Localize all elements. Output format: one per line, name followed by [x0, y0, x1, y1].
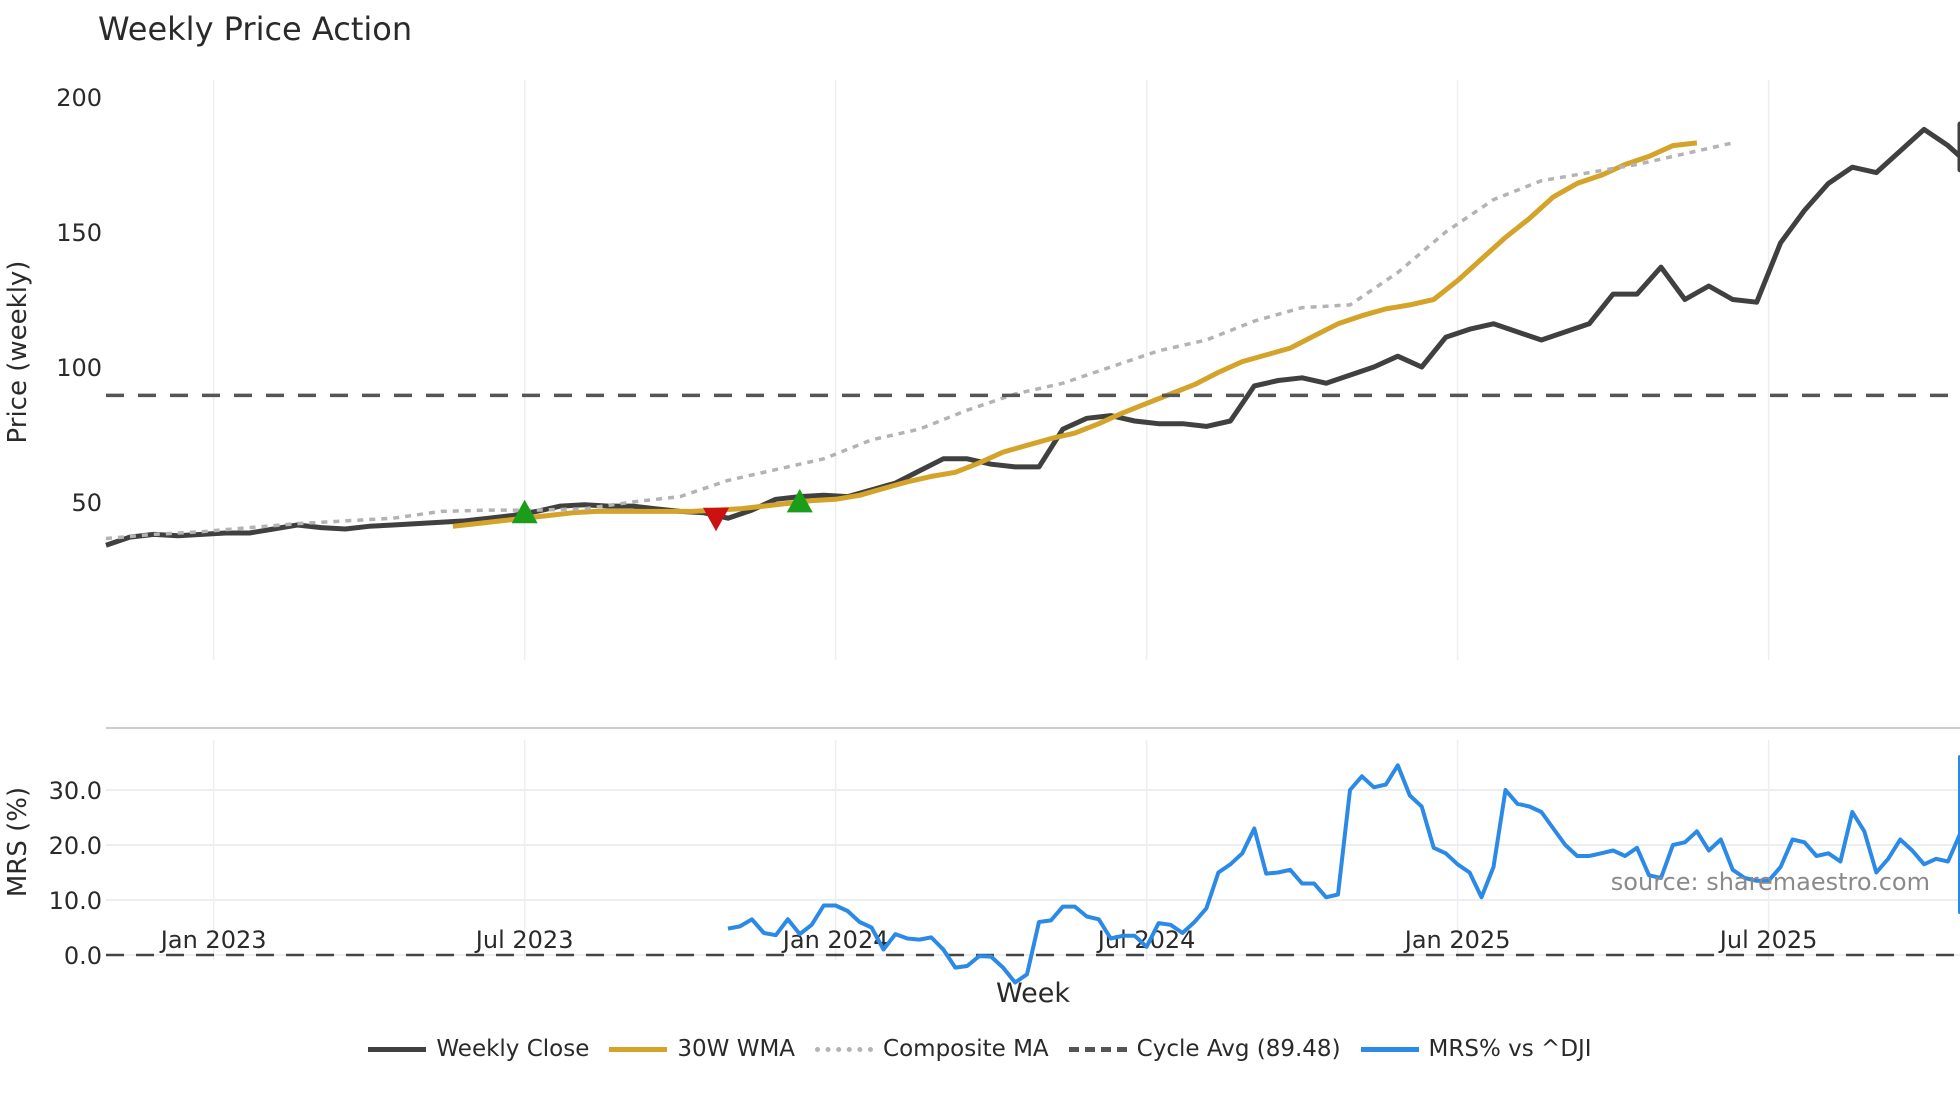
legend-label: Composite MA: [883, 1036, 1049, 1062]
mrs-tick-label: 0.0: [64, 942, 102, 970]
mrs-tick-label: 20.0: [49, 832, 102, 860]
x-axis-label: Week: [996, 978, 1070, 1009]
y-tick-label: 100: [56, 354, 102, 382]
legend-swatch-icon: [1360, 1046, 1419, 1052]
sell-signal-marker: [703, 507, 730, 532]
30w-wma-line: [452, 140, 1698, 529]
buy-signal-marker: [786, 489, 813, 513]
x-axis-ticks: Jan 2023 Jul 2023 Jan 2024 Jul 2024 Jan 2025…: [159, 926, 1818, 954]
price-y-axis-label: Price (weekly): [3, 261, 33, 444]
legend-swatch-icon: [368, 1046, 427, 1052]
x-tick-label: Jul 2023: [474, 926, 574, 954]
legend: Weekly Close 30W WMA Composite MA Cycle Avg…: [0, 1036, 1960, 1062]
mrs-vs-dji-line: [727, 755, 1960, 985]
x-tick-label: Jan 2023: [159, 926, 267, 954]
legend-label: Cycle Avg (89.48): [1136, 1036, 1341, 1062]
legend-swatch-icon: [609, 1046, 668, 1052]
price-y-ticks: 50 100 150 200: [56, 84, 102, 517]
buy-signal-marker: [511, 499, 538, 524]
mrs-tick-label: 30.0: [49, 777, 102, 805]
y-tick-label: 150: [56, 219, 102, 247]
x-tick-label: Jan 2025: [1403, 926, 1511, 954]
mrs-y-ticks: 0.0 10.0 20.0 30.0: [49, 777, 102, 970]
legend-label: Weekly Close: [436, 1036, 590, 1062]
legend-label: 30W WMA: [677, 1036, 796, 1062]
legend-item: MRS% vs ^DJI: [1360, 1036, 1592, 1062]
mrs-y-axis-label: MRS (%): [3, 787, 33, 897]
legend-label: MRS% vs ^DJI: [1428, 1036, 1592, 1062]
y-tick-label: 50: [71, 489, 102, 517]
source-annotation: source: sharemaestro.com: [1611, 868, 1930, 896]
legend-item: Composite MA: [815, 1036, 1049, 1062]
series-lines: [105, 121, 1960, 985]
chart-title: Weekly Price Action: [98, 10, 412, 48]
legend-item: Cycle Avg (89.48): [1068, 1036, 1341, 1062]
weekly-close-line: [105, 121, 1960, 548]
legend-swatch-icon: [1068, 1046, 1127, 1052]
legend-swatch-icon: [815, 1046, 874, 1052]
y-tick-label: 200: [56, 84, 102, 112]
legend-item: 30W WMA: [609, 1036, 795, 1062]
mrs-tick-label: 10.0: [49, 887, 102, 915]
legend-item: Weekly Close: [368, 1036, 589, 1062]
x-tick-label: Jul 2025: [1718, 926, 1818, 954]
